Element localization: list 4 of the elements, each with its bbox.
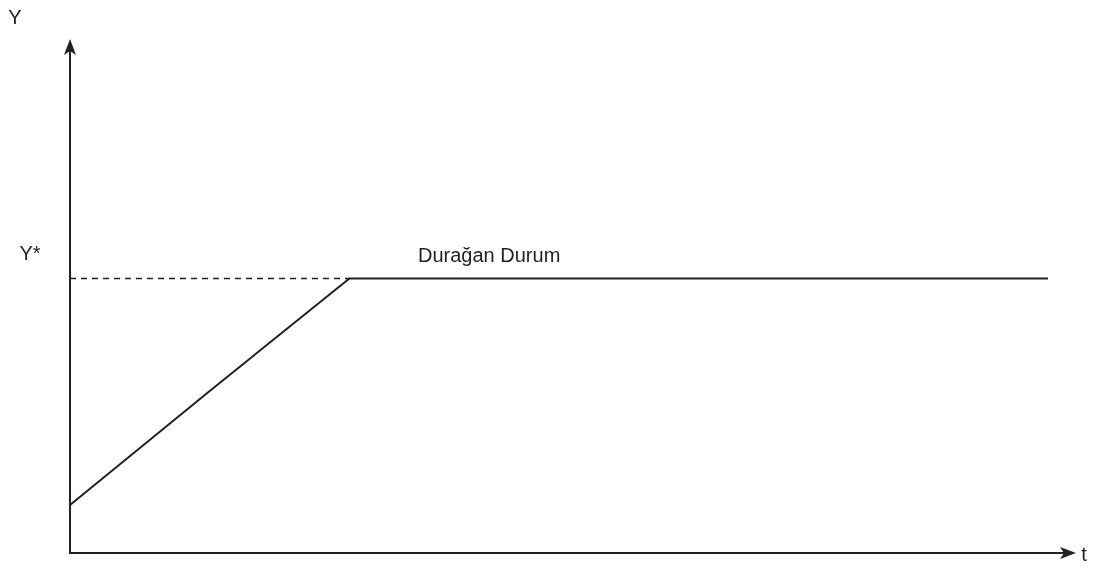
text: Durağan Durum [417, 243, 561, 266]
text: Y [8, 5, 22, 28]
ref-line-label: Y* [19, 241, 41, 264]
x-axis-title: t [1081, 542, 1088, 565]
